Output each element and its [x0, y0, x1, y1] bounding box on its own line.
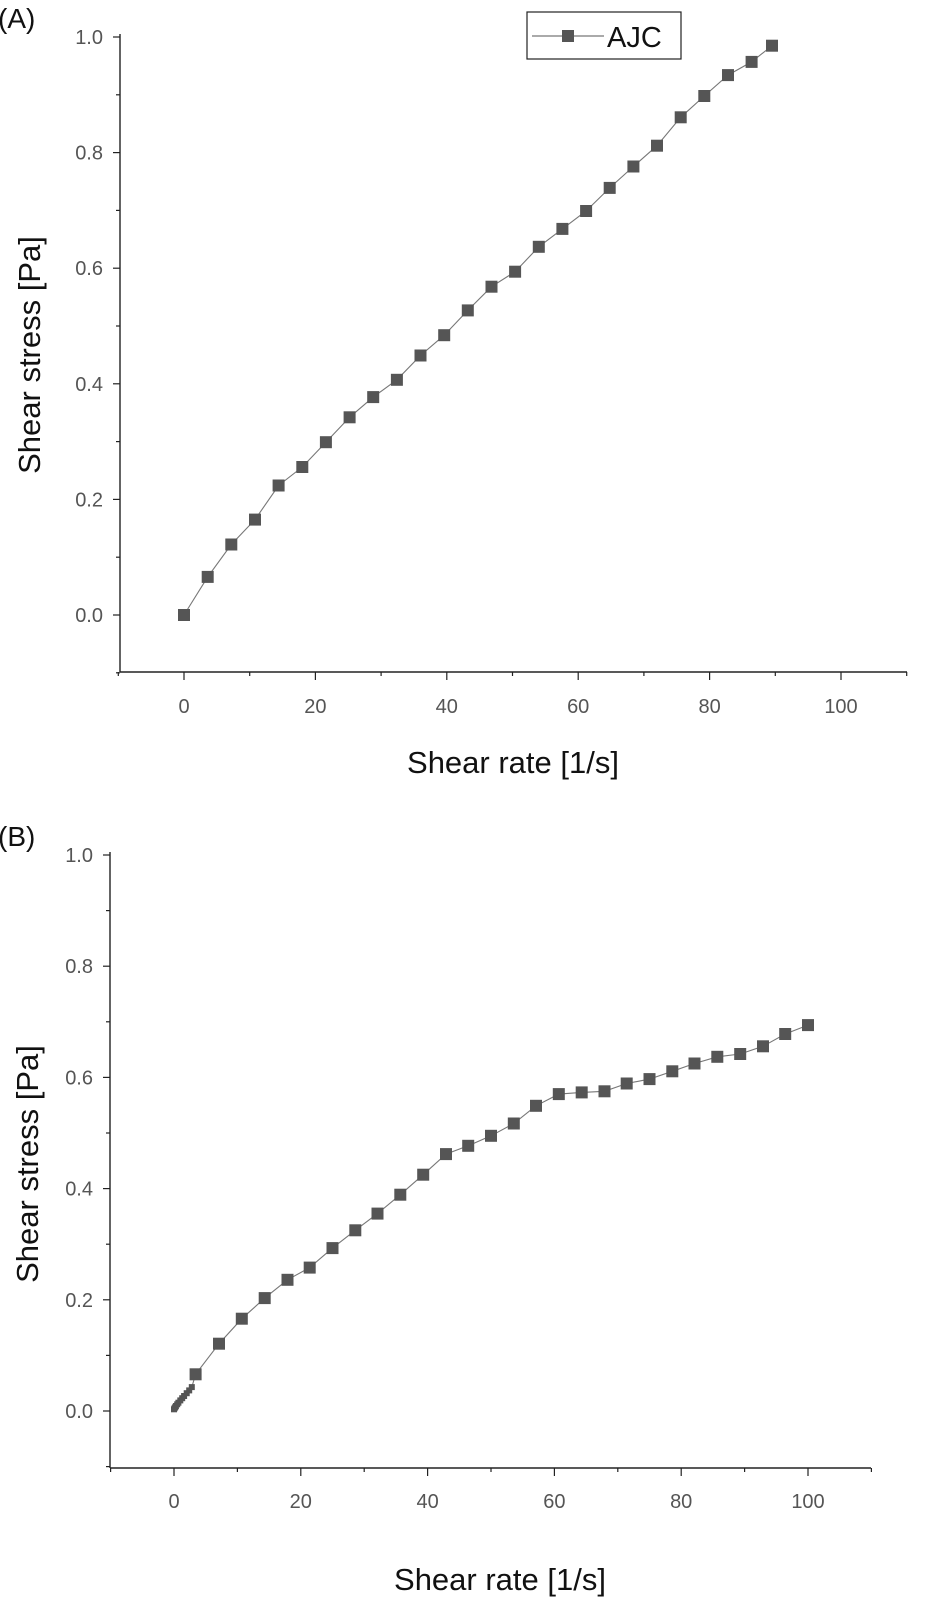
- data-point-b: [507, 1117, 520, 1130]
- data-point-b: [394, 1188, 407, 1201]
- data-point-a: [627, 160, 640, 173]
- data-point-a: [367, 391, 380, 404]
- panel-a-label: (A): [0, 3, 35, 34]
- data-point-b: [371, 1207, 384, 1220]
- data-point-a: [272, 479, 285, 492]
- data-point-b: [303, 1261, 316, 1274]
- x-axis-title-a: Shear rate [1/s]: [407, 745, 619, 780]
- y-tick-label-a: 0.0: [75, 605, 103, 627]
- data-point-b: [620, 1077, 633, 1090]
- data-point-b: [688, 1057, 701, 1070]
- data-point-b: [598, 1085, 611, 1098]
- series-line-b: [173, 1024, 809, 1410]
- series-line-a: [183, 45, 773, 616]
- data-point-a: [580, 205, 593, 217]
- x-tick-label-b: 100: [791, 1491, 824, 1513]
- y-tick-label-b: 0.2: [65, 1290, 93, 1312]
- x-tick-label-b: 60: [543, 1491, 565, 1513]
- data-point-a: [532, 240, 545, 253]
- data-point-b: [349, 1224, 362, 1237]
- x-tick-label-b: 20: [290, 1491, 312, 1513]
- data-point-a: [414, 349, 427, 362]
- y-tick-label-b: 0.6: [65, 1067, 93, 1089]
- data-point-a: [461, 304, 474, 317]
- data-point-b: [802, 1019, 814, 1032]
- x-tick-label-b: 80: [670, 1491, 692, 1513]
- data-point-b: [575, 1086, 588, 1099]
- data-point-a: [296, 461, 309, 473]
- legend: AJC: [526, 11, 682, 60]
- x-tick-label-a: 0: [178, 696, 189, 718]
- data-point-a: [651, 139, 663, 152]
- data-point-a: [225, 538, 238, 551]
- x-tick-label-a: 20: [304, 696, 326, 718]
- y-tick-label-a: 0.2: [75, 489, 103, 511]
- data-point-a: [390, 373, 403, 386]
- data-point-b: [186, 1387, 193, 1394]
- data-point-b: [258, 1292, 271, 1305]
- data-point-b: [188, 1384, 195, 1391]
- data-point-a: [485, 280, 498, 293]
- data-point-b: [235, 1312, 248, 1325]
- data-point-a: [766, 39, 778, 52]
- data-point-b: [666, 1065, 679, 1078]
- x-tick-label-a: 60: [567, 696, 589, 718]
- y-axis-title-b: Shear stress [Pa]: [10, 1045, 45, 1283]
- y-tick-label-b: 0.4: [65, 1179, 93, 1201]
- x-tick-label-b: 0: [168, 1491, 179, 1513]
- x-axis-title-b: Shear rate [1/s]: [394, 1562, 606, 1597]
- data-point-b: [734, 1048, 747, 1060]
- data-point-b: [779, 1028, 792, 1040]
- data-point-a: [319, 436, 332, 449]
- x-tick-label-b: 40: [416, 1491, 438, 1513]
- data-point-b: [530, 1099, 542, 1112]
- y-tick-label-a: 0.6: [75, 258, 103, 280]
- y-tick-label-a: 0.4: [75, 374, 103, 396]
- data-point-a: [603, 181, 616, 194]
- data-point-b: [281, 1273, 294, 1286]
- data-point-a: [178, 609, 190, 621]
- y-tick-label-a: 0.8: [75, 143, 103, 165]
- data-point-b: [326, 1242, 339, 1255]
- data-point-b: [462, 1139, 475, 1152]
- chart-panel-a: (A) Shear rate [1/s] Shear stress [Pa] A…: [0, 3, 908, 780]
- data-point-b: [552, 1088, 565, 1101]
- chart-panel-b: (B) Shear rate [1/s] Shear stress [Pa] 0…: [0, 821, 873, 1597]
- data-point-a: [674, 111, 687, 124]
- data-point-a: [249, 513, 261, 526]
- data-point-a: [438, 329, 451, 342]
- legend-entry-ajc: AJC: [607, 22, 662, 54]
- data-point-b: [189, 1368, 202, 1381]
- data-point-b: [213, 1337, 225, 1350]
- y-tick-label-a: 1.0: [75, 27, 103, 49]
- data-point-b: [757, 1040, 769, 1053]
- y-axis-title-a: Shear stress [Pa]: [12, 236, 47, 474]
- data-point-a: [343, 411, 356, 424]
- y-tick-label-b: 1.0: [65, 845, 93, 867]
- data-point-a: [556, 222, 569, 235]
- data-point-a: [698, 90, 711, 102]
- panel-b-label: (B): [0, 821, 35, 852]
- x-tick-label-a: 40: [436, 696, 458, 718]
- data-point-a: [722, 69, 734, 82]
- data-point-a: [201, 570, 214, 583]
- data-point-a: [509, 265, 522, 278]
- y-tick-label-b: 0.8: [65, 956, 93, 978]
- data-point-b: [440, 1148, 452, 1161]
- data-point-a: [745, 55, 758, 68]
- data-point-b: [643, 1073, 656, 1086]
- data-point-b: [711, 1050, 724, 1063]
- data-point-b: [485, 1129, 497, 1142]
- x-tick-label-a: 100: [824, 696, 857, 718]
- data-point-b: [417, 1168, 430, 1181]
- x-tick-label-a: 80: [698, 696, 720, 718]
- legend-marker: [562, 30, 574, 42]
- y-tick-label-b: 0.0: [65, 1401, 93, 1423]
